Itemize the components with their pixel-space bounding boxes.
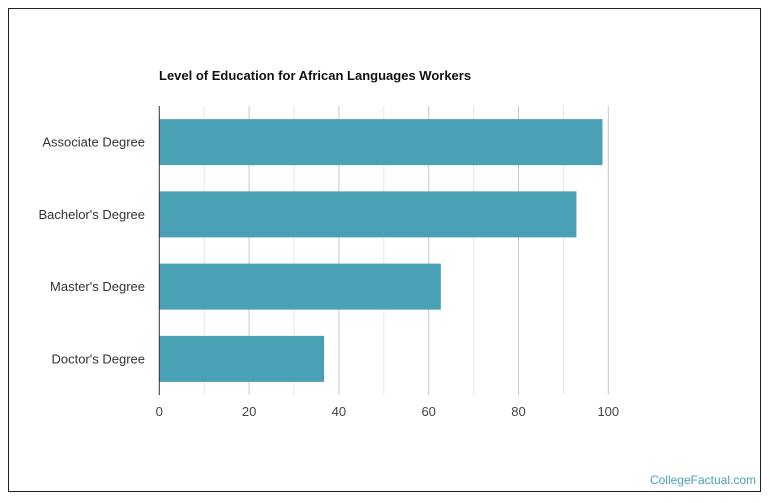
- credit-link[interactable]: CollegeFactual.com: [649, 473, 756, 487]
- bar: [159, 191, 577, 238]
- category-label: Associate Degree: [42, 135, 145, 150]
- x-tick-label: 80: [511, 404, 525, 419]
- chart-title: Level of Education for African Languages…: [159, 68, 472, 83]
- x-tick-label: 40: [332, 404, 346, 419]
- category-label: Bachelor's Degree: [38, 207, 145, 222]
- category-label: Doctor's Degree: [51, 351, 145, 366]
- x-tick-label: 100: [597, 404, 619, 419]
- x-tick-label: 0: [156, 404, 163, 419]
- chart-frame: [8, 8, 761, 492]
- bar: [159, 335, 325, 382]
- x-tick-label: 60: [421, 404, 435, 419]
- bar: [159, 119, 603, 166]
- bar: [159, 263, 441, 310]
- x-tick-label: 20: [242, 404, 256, 419]
- category-label: Master's Degree: [50, 279, 145, 294]
